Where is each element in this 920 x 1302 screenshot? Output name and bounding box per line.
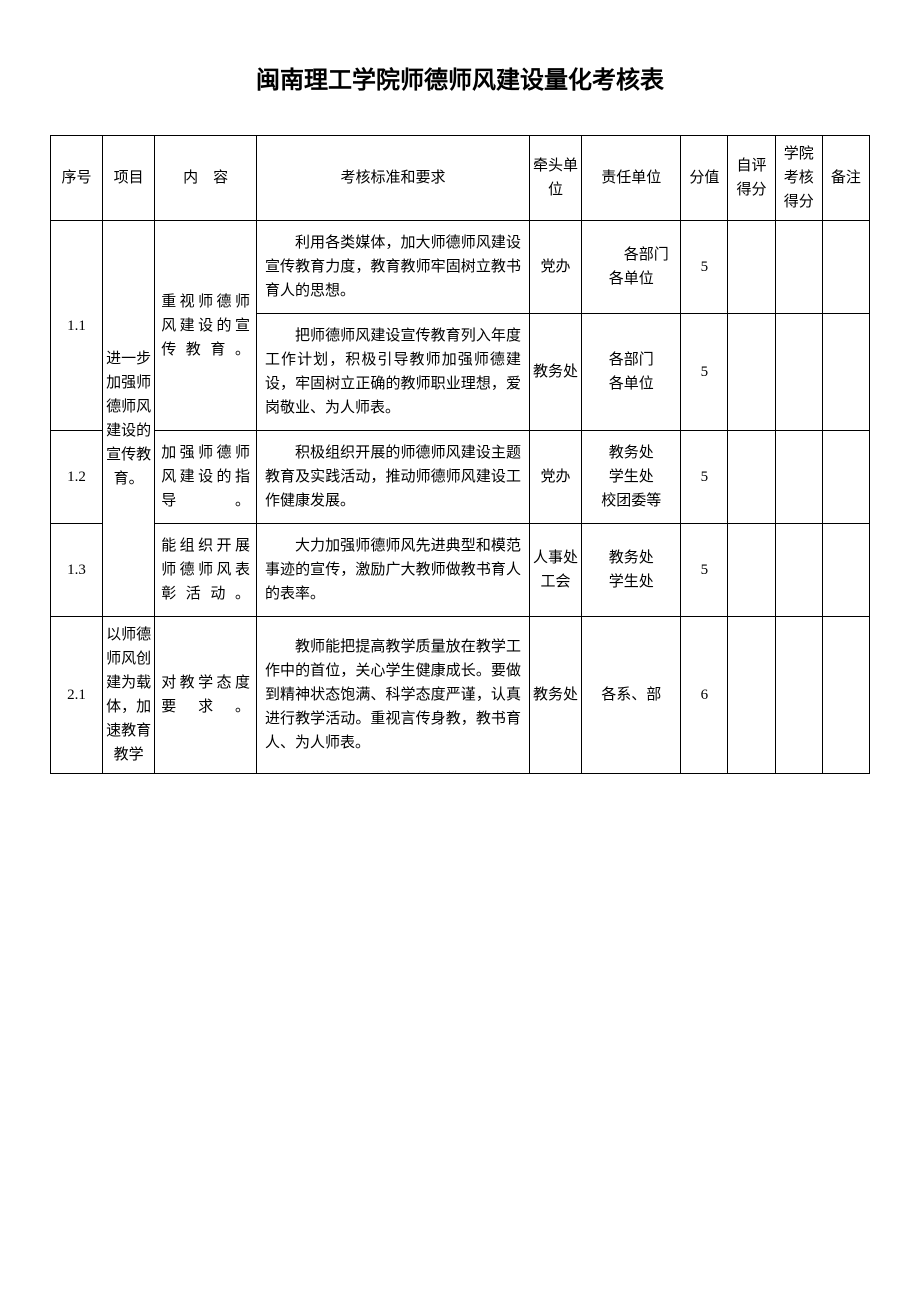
cell-project: 以师德师风创建为载体，加速教育教学	[103, 617, 155, 774]
cell-note	[822, 431, 869, 524]
header-resp: 责任单位	[582, 136, 681, 221]
cell-resp: 教务处学生处	[582, 524, 681, 617]
cell-resp: 各系、部	[582, 617, 681, 774]
cell-resp: 教务处学生处校团委等	[582, 431, 681, 524]
cell-seq: 1.1	[51, 221, 103, 431]
cell-standard: 利用各类媒体，加大师德师风建设宣传教育力度，教育教师牢固树立教书育人的思想。	[256, 221, 529, 314]
cell-lead: 教务处	[529, 314, 581, 431]
cell-lead: 人事处工会	[529, 524, 581, 617]
cell-standard: 把师德师风建设宣传教育列入年度工作计划，积极引导教师加强师德建设，牢固树立正确的…	[256, 314, 529, 431]
header-score: 分值	[681, 136, 728, 221]
cell-standard: 大力加强师德师风先进典型和模范事迹的宣传，激励广大教师做教书育人的表率。	[256, 524, 529, 617]
header-row: 序号 项目 内 容 考核标准和要求 牵头单位 责任单位 分值 自评得分 学院考核…	[51, 136, 870, 221]
cell-score: 6	[681, 617, 728, 774]
assessment-table: 序号 项目 内 容 考核标准和要求 牵头单位 责任单位 分值 自评得分 学院考核…	[50, 135, 870, 774]
cell-score: 5	[681, 221, 728, 314]
cell-self	[728, 221, 775, 314]
cell-content: 能组织开展师德师风表彰活动。	[155, 524, 257, 617]
cell-note	[822, 221, 869, 314]
header-seq: 序号	[51, 136, 103, 221]
cell-standard: 积极组织开展的师德师风建设主题教育及实践活动，推动师德师风建设工作健康发展。	[256, 431, 529, 524]
cell-resp: 各部门各单位	[582, 221, 681, 314]
table-row: 1.2 加强师德师风建设的指导。 积极组织开展的师德师风建设主题教育及实践活动，…	[51, 431, 870, 524]
cell-school	[775, 314, 822, 431]
header-self: 自评得分	[728, 136, 775, 221]
cell-seq: 1.3	[51, 524, 103, 617]
table-row: 1.1 进一步加强师德师风建设的宣传教育。 重视师德师风建设的宣传教育。 利用各…	[51, 221, 870, 314]
cell-school	[775, 221, 822, 314]
table-row: 1.3 能组织开展师德师风表彰活动。 大力加强师德师风先进典型和模范事迹的宣传，…	[51, 524, 870, 617]
cell-self	[728, 431, 775, 524]
cell-content: 加强师德师风建设的指导。	[155, 431, 257, 524]
page-title: 闽南理工学院师德师风建设量化考核表	[50, 60, 870, 95]
cell-seq: 1.2	[51, 431, 103, 524]
header-school: 学院考核得分	[775, 136, 822, 221]
cell-school	[775, 431, 822, 524]
cell-self	[728, 524, 775, 617]
cell-school	[775, 617, 822, 774]
header-note: 备注	[822, 136, 869, 221]
cell-self	[728, 617, 775, 774]
cell-project: 进一步加强师德师风建设的宣传教育。	[103, 221, 155, 617]
cell-note	[822, 524, 869, 617]
header-project: 项目	[103, 136, 155, 221]
cell-self	[728, 314, 775, 431]
cell-lead: 教务处	[529, 617, 581, 774]
cell-standard: 教师能把提高教学质量放在教学工作中的首位，关心学生健康成长。要做到精神状态饱满、…	[256, 617, 529, 774]
cell-resp: 各部门各单位	[582, 314, 681, 431]
cell-note	[822, 617, 869, 774]
cell-content: 对教学态度要求。	[155, 617, 257, 774]
cell-score: 5	[681, 524, 728, 617]
header-content: 内 容	[155, 136, 257, 221]
header-standard: 考核标准和要求	[256, 136, 529, 221]
cell-seq: 2.1	[51, 617, 103, 774]
cell-score: 5	[681, 431, 728, 524]
cell-score: 5	[681, 314, 728, 431]
cell-note	[822, 314, 869, 431]
cell-school	[775, 524, 822, 617]
cell-content: 重视师德师风建设的宣传教育。	[155, 221, 257, 431]
cell-lead: 党办	[529, 431, 581, 524]
table-row: 2.1 以师德师风创建为载体，加速教育教学 对教学态度要求。 教师能把提高教学质…	[51, 617, 870, 774]
header-lead: 牵头单位	[529, 136, 581, 221]
cell-lead: 党办	[529, 221, 581, 314]
